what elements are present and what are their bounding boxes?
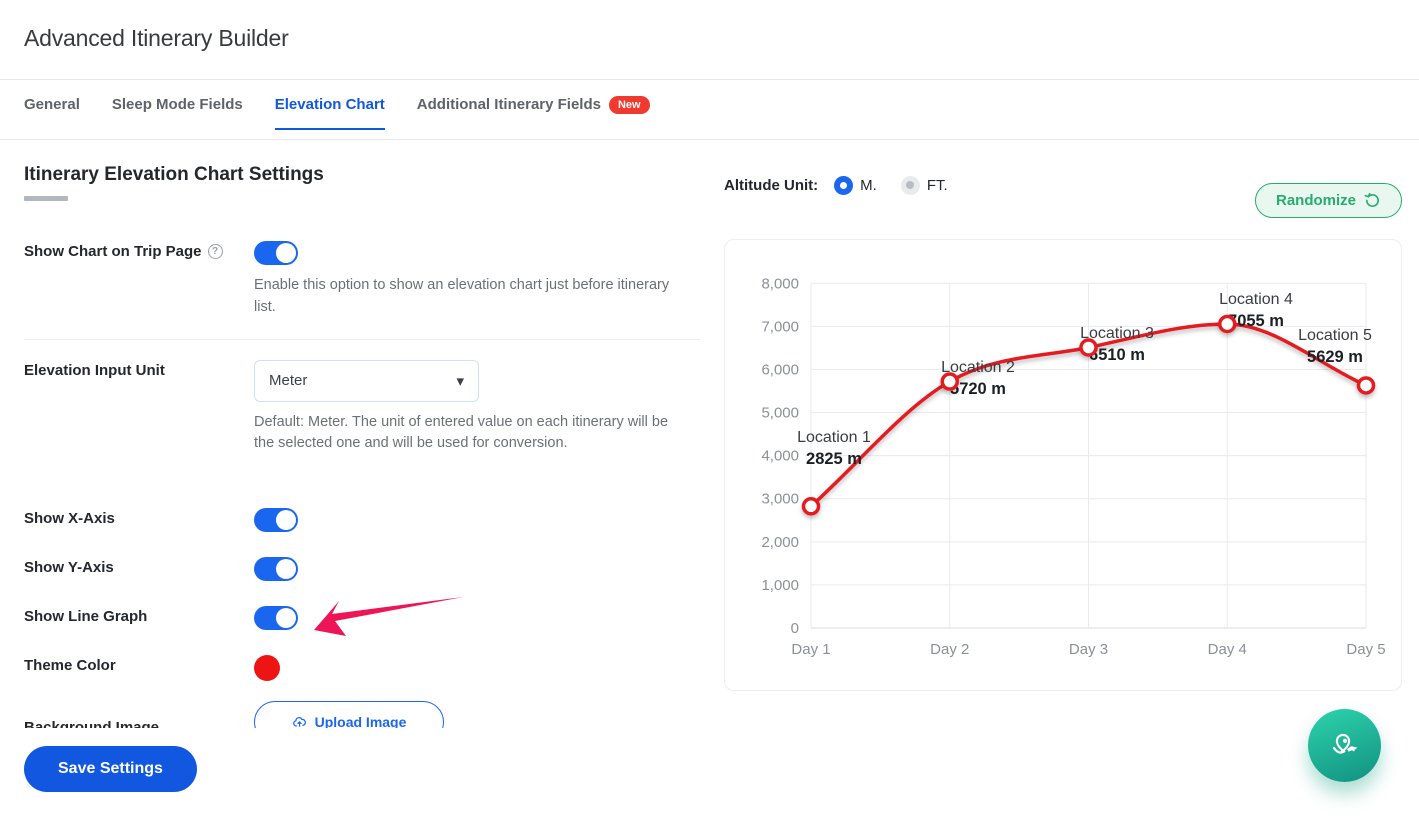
svg-text:Day 4: Day 4 (1208, 641, 1247, 658)
svg-text:Day 1: Day 1 (791, 641, 830, 658)
svg-text:6,000: 6,000 (761, 361, 799, 378)
svg-text:5,000: 5,000 (761, 405, 799, 422)
svg-text:5629 m: 5629 m (1307, 348, 1363, 366)
svg-text:3,000: 3,000 (761, 491, 799, 508)
svg-text:Day 5: Day 5 (1346, 641, 1385, 658)
svg-text:7,000: 7,000 (761, 318, 799, 335)
svg-text:7055 m: 7055 m (1228, 312, 1284, 330)
svg-text:Location 5: Location 5 (1298, 327, 1372, 344)
svg-text:8,000: 8,000 (761, 275, 799, 292)
svg-text:2825 m: 2825 m (806, 450, 862, 468)
svg-text:Location 1: Location 1 (797, 429, 871, 446)
svg-text:Day 2: Day 2 (930, 641, 969, 658)
svg-text:0: 0 (791, 620, 799, 637)
svg-text:1,000: 1,000 (761, 577, 799, 594)
svg-text:Location 4: Location 4 (1219, 291, 1293, 308)
svg-text:Day 3: Day 3 (1069, 641, 1108, 658)
svg-text:4,000: 4,000 (761, 448, 799, 465)
svg-text:2,000: 2,000 (761, 534, 799, 551)
